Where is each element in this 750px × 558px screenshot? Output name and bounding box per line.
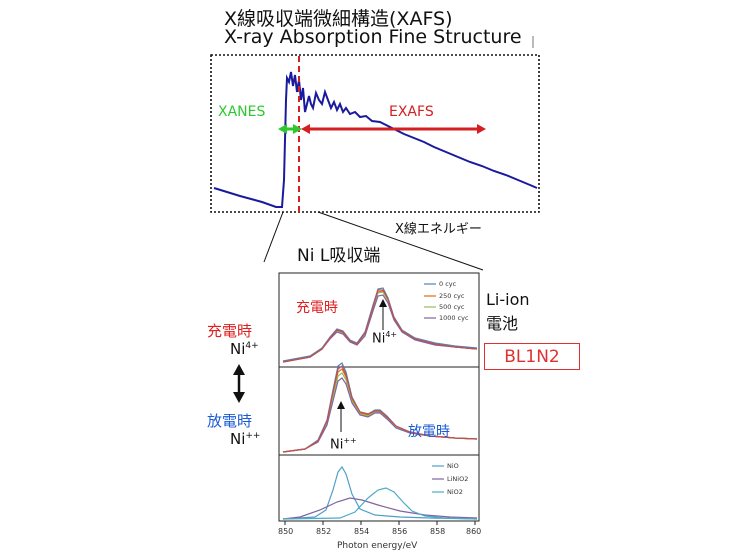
legend-ref-linio2: LiNiO2	[447, 475, 469, 483]
legend-cycle-1000: 1000 cyc	[439, 314, 469, 322]
panel-discharged-label: 放電時	[408, 424, 450, 440]
panel-ni2-charge: ++	[343, 436, 357, 445]
panel-charged-label: 充電時	[296, 300, 338, 316]
beamline-badge: BL1N2	[484, 343, 580, 370]
discharged-state-label: 放電時	[207, 412, 253, 430]
charged-ion-symbol: Ni	[230, 340, 246, 358]
charged-ion-label: Ni4+	[230, 340, 259, 358]
state-arrow-up-head	[233, 364, 245, 375]
charged-state-label: 充電時	[207, 322, 253, 340]
ni-edge-title: Ni L吸収端	[297, 246, 381, 266]
x-tick-860: 860	[466, 527, 482, 536]
x-tick-854: 854	[354, 527, 370, 536]
discharged-ion-symbol: Ni	[230, 430, 246, 448]
exafs-label: EXAFS	[389, 104, 434, 120]
panel-ni4-symbol: Ni	[372, 331, 386, 347]
x-energy-label: X線エネルギー	[395, 222, 482, 237]
panel-ni2-symbol: Ni	[330, 437, 344, 453]
discharged-ion-label: Ni++	[230, 430, 260, 448]
ref-curve-nio	[282, 465, 478, 520]
xanes-arrow-right-head	[293, 124, 302, 134]
state-arrow-down-head	[233, 392, 245, 403]
x-tick-850: 850	[278, 527, 294, 536]
x-tick-856: 856	[392, 527, 408, 536]
discharged-curves	[282, 362, 478, 453]
title-line-2: X-ray Absorption Fine Structure	[224, 26, 522, 48]
legend-cycle-250: 250 cyc	[439, 292, 465, 300]
legend-cycle-0: 0 cyc	[439, 280, 457, 288]
panel-ni4-charge: 4+	[385, 330, 398, 339]
ni2-peak-arrow-head	[337, 401, 345, 409]
ref-legend-swatches	[432, 465, 444, 493]
battery-label-line1: Li-ion	[486, 290, 530, 309]
zoom-line-left	[263, 211, 284, 263]
xanes-arrow-left-head	[278, 124, 287, 134]
title-line-1: X線吸収端微細構造(XAFS)	[224, 8, 453, 30]
charged-curves	[282, 287, 478, 363]
exafs-arrow-right-head	[477, 124, 486, 134]
discharged-ion-charge: ++	[245, 431, 261, 441]
discharged-curve-extra	[282, 365, 478, 453]
discharged-curve-1000cyc	[282, 377, 478, 453]
panel-ni2-label: Ni++	[330, 436, 357, 452]
zoom-line-right	[317, 211, 484, 271]
legend-ref-nio2: NiO2	[447, 488, 463, 496]
panel-ni4-label: Ni4+	[372, 330, 397, 346]
charged-ion-charge: 4+	[245, 341, 259, 351]
x-tick-852: 852	[316, 527, 332, 536]
xafs-spectrum-line	[213, 71, 538, 208]
exafs-arrow-left-head	[301, 124, 310, 134]
charged-curve-extra	[282, 289, 478, 363]
ni-panel-frame	[278, 272, 480, 522]
ref-curve-nio2	[282, 487, 478, 520]
ref-curve-linio2	[282, 497, 478, 520]
x-tick-858: 858	[430, 527, 446, 536]
cycle-legend-swatches	[424, 283, 436, 319]
battery-label-line2: 電池	[486, 314, 519, 333]
legend-cycle-500: 500 cyc	[439, 303, 465, 311]
ni4-peak-arrow-head	[379, 299, 387, 307]
legend-ref-nio: NiO	[447, 462, 459, 470]
xanes-label: XANES	[218, 104, 266, 120]
x-axis-ticks	[284, 521, 476, 525]
xafs-box	[210, 54, 540, 213]
photon-energy-axis-label: Photon energy/eV	[337, 541, 418, 551]
reference-curves	[282, 465, 478, 520]
